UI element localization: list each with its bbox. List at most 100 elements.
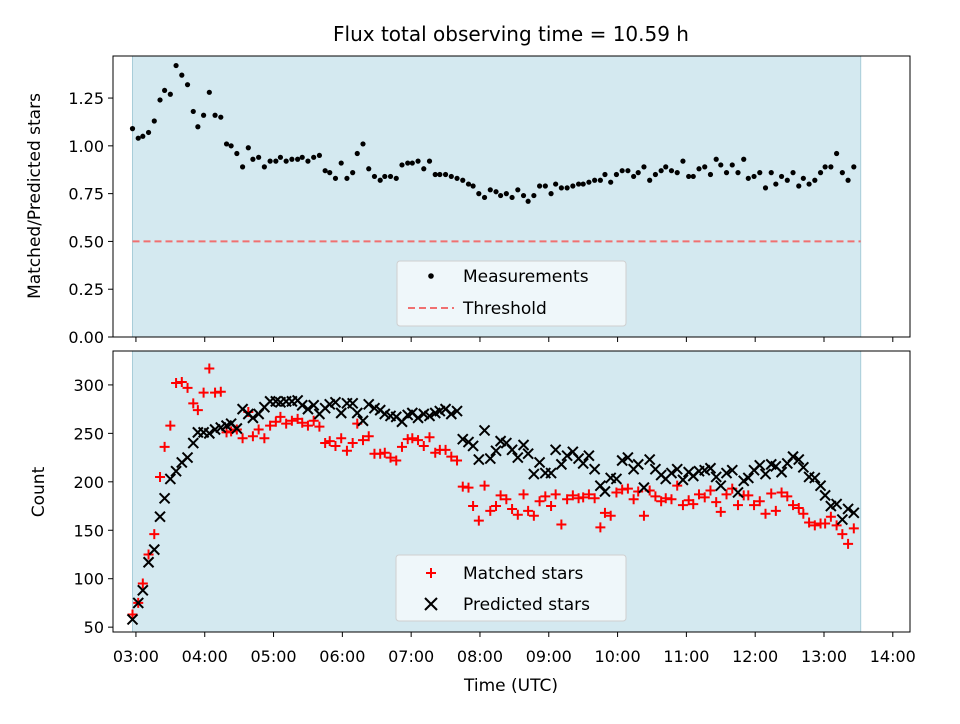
measurement-point	[531, 192, 537, 199]
matched-star-point	[770, 505, 781, 516]
measurement-point	[239, 164, 246, 170]
matched-star-point	[391, 455, 402, 466]
measurement-point	[696, 166, 702, 172]
measurement-point	[218, 114, 224, 120]
matched-star-point	[473, 515, 484, 526]
predicted-star-point	[170, 465, 182, 477]
bottom-x-tick-label: 03:00	[113, 647, 159, 666]
measurement-point	[350, 170, 356, 176]
predicted-star-point	[296, 399, 308, 411]
predicted-star-point	[842, 503, 854, 515]
measurement-point	[608, 179, 614, 185]
measurement-point	[553, 181, 559, 187]
matched-star-point	[137, 578, 148, 589]
predicted-star-point	[830, 498, 843, 510]
measurement-point	[206, 89, 212, 95]
matched-star-point	[589, 493, 600, 504]
measurement-point	[145, 129, 152, 136]
matched-star-point	[556, 519, 567, 530]
bottom-panel: 50 100 150 200 250 300 03:00 04:00 05:00 06:00 07…	[29, 350, 916, 696]
predicted-star-point	[181, 451, 194, 464]
measurement-point	[515, 187, 521, 193]
predicted-star-point	[132, 597, 144, 609]
matched-star-point	[820, 518, 831, 529]
measurement-point	[723, 170, 730, 176]
matched-star-point	[611, 487, 622, 498]
matched-star-point	[159, 441, 170, 452]
measurement-point	[316, 152, 323, 159]
measurement-point	[828, 164, 834, 170]
predicted-star-point	[490, 445, 502, 457]
matched-star-point	[452, 455, 463, 466]
predicted-star-point	[126, 613, 139, 626]
matched-star-point	[215, 386, 226, 397]
measurement-point	[327, 170, 333, 176]
matched-star-point	[379, 447, 390, 458]
measurement-point	[542, 183, 548, 189]
measurement-point	[387, 173, 394, 180]
measurement-point	[686, 173, 692, 180]
predicted-star-point	[561, 449, 573, 462]
matched-star-point	[688, 499, 699, 510]
predicted-star-point	[754, 459, 766, 472]
measurement-point	[426, 158, 433, 164]
measurement-point	[817, 170, 824, 176]
predicted-star-point	[797, 461, 810, 473]
measurement-point	[493, 189, 499, 195]
matched-star-point	[578, 492, 589, 503]
predicted-stars-series	[126, 394, 860, 626]
predicted-star-point	[836, 513, 849, 526]
matched-star-point	[760, 508, 771, 519]
legend-measurements-label: Measurements	[463, 267, 589, 287]
measurement-point	[548, 191, 554, 197]
predicted-star-point	[742, 472, 755, 484]
measurement-point	[409, 160, 415, 166]
measurements-series	[129, 62, 857, 204]
matched-star-point	[281, 418, 292, 429]
top-legend: Measurements Threshold	[396, 260, 627, 327]
predicted-star-point	[412, 412, 424, 424]
measurement-point	[135, 135, 141, 141]
bottom-x-tick-label: 08:00	[457, 647, 503, 666]
measurement-point	[641, 164, 647, 170]
top-y-tick-label: 1.00	[68, 137, 104, 156]
bottom-y-axis: 50 100 150 200 250 300	[73, 376, 113, 637]
measurement-point	[299, 154, 305, 160]
bottom-y-tick-label: 50	[84, 618, 104, 637]
measurement-point	[212, 112, 218, 118]
measurement-point	[619, 168, 625, 174]
matched-star-point	[804, 517, 815, 528]
bottom-x-tick-label: 13:00	[801, 647, 847, 666]
matched-star-point	[192, 405, 203, 416]
top-y-tick-label: 0.50	[68, 232, 104, 251]
measurement-point	[635, 170, 641, 176]
predicted-star-point	[187, 437, 199, 449]
measurement-point	[289, 156, 295, 162]
x-axis-label: Time (UTC)	[463, 676, 558, 696]
top-chart-title: Flux total observing time = 10.59 h	[333, 22, 689, 46]
measurement-point	[129, 126, 136, 132]
predicted-star-point	[643, 453, 656, 466]
matched-star-point	[204, 363, 215, 374]
predicted-star-point	[638, 481, 650, 494]
legend-threshold-label: Threshold	[462, 299, 547, 319]
measurement-point	[140, 133, 146, 139]
measurement-point	[525, 198, 531, 204]
predicted-star-point	[137, 584, 149, 597]
matched-star-point	[253, 424, 264, 435]
measurement-point	[338, 160, 344, 166]
measurement-point	[421, 166, 427, 172]
predicted-star-point	[775, 466, 788, 478]
top-y-axis-label: Matched/Predicted stars	[25, 93, 45, 299]
predicted-star-point	[588, 463, 601, 475]
matched-star-point	[275, 411, 286, 422]
measurement-point	[162, 87, 168, 94]
predicted-star-point	[665, 467, 678, 479]
measurement-point	[305, 158, 311, 164]
measurement-point	[718, 162, 724, 168]
predicted-star-point	[848, 507, 860, 519]
matched-star-point	[848, 523, 859, 534]
measurement-point	[179, 72, 185, 78]
measurement-point	[851, 164, 857, 170]
